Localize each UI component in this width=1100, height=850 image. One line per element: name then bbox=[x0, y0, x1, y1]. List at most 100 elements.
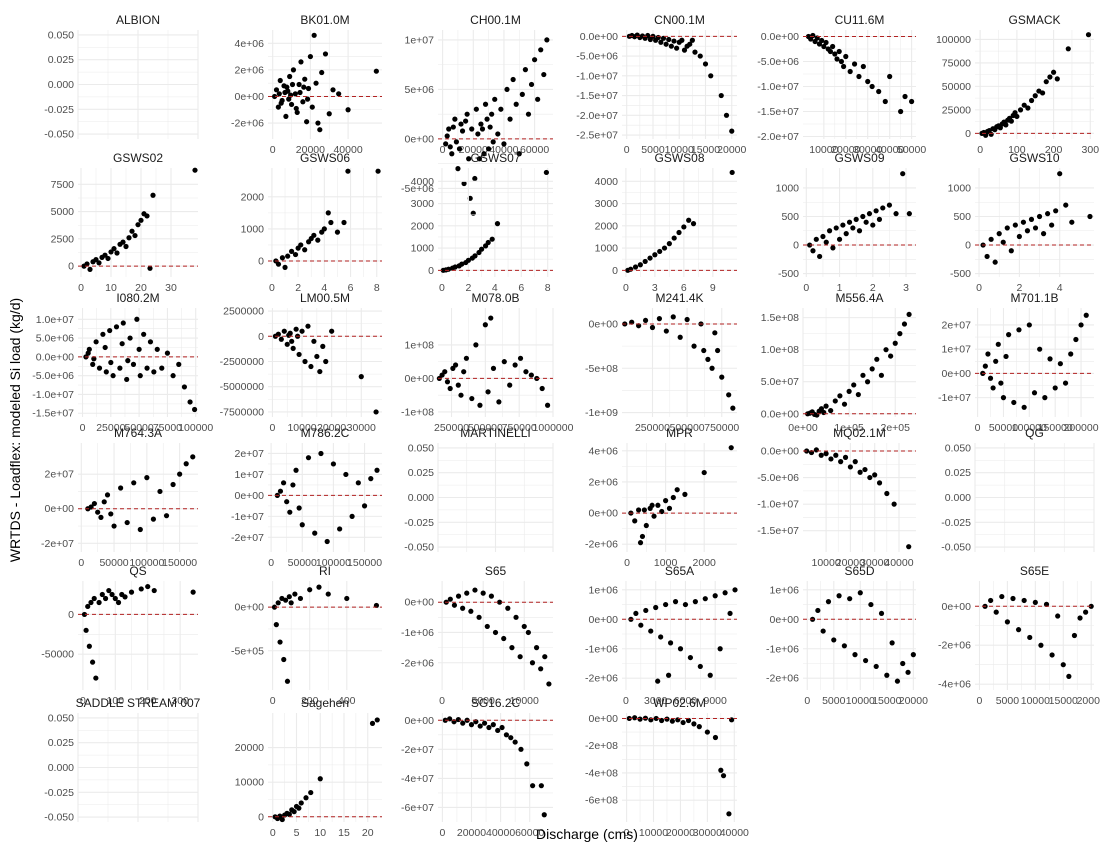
data-point bbox=[293, 326, 299, 332]
y-tick-label: 0 bbox=[258, 255, 264, 267]
data-point bbox=[831, 637, 837, 643]
y-tick-label: 0.0e+00 bbox=[36, 351, 74, 363]
y-tick-label: 500 bbox=[953, 211, 971, 223]
data-point bbox=[315, 120, 321, 126]
panel-gsws07: GSWS07 4000 3000 2000 1000 00 2 4 6 8 bbox=[411, 151, 553, 294]
data-point bbox=[869, 366, 875, 372]
data-point bbox=[117, 365, 123, 371]
y-tick-label: 0.0e+00 bbox=[761, 408, 799, 420]
panel-albion: ALBION 0.050 0.025 0.000 -0.025 -0.050 bbox=[44, 13, 199, 141]
data-point bbox=[447, 144, 453, 150]
data-point bbox=[324, 538, 330, 545]
data-point bbox=[905, 669, 911, 675]
data-point bbox=[1083, 312, 1089, 318]
x-tick-label: 0 bbox=[624, 827, 630, 839]
data-point bbox=[505, 605, 511, 611]
data-point bbox=[817, 253, 823, 260]
x-tick-label: 0 bbox=[270, 827, 276, 839]
data-point bbox=[888, 353, 894, 359]
data-point bbox=[811, 411, 818, 418]
data-point bbox=[533, 645, 540, 651]
data-point bbox=[642, 317, 649, 324]
data-point bbox=[287, 509, 293, 515]
y-tick-label: 4000 bbox=[411, 176, 435, 188]
y-tick-label: 0 bbox=[68, 261, 74, 273]
data-point bbox=[108, 359, 114, 366]
data-point bbox=[1078, 322, 1084, 328]
data-point bbox=[868, 601, 874, 608]
data-point bbox=[541, 71, 547, 78]
data-point bbox=[680, 719, 686, 726]
panel-s65: S65 0e+00 -1e+06 -2e+06 0 5000 10000 bbox=[401, 564, 553, 707]
data-point bbox=[192, 406, 198, 413]
panel-lm00-5m: LM00.5M 2500000 0 -2500000 -5000000 -7500000 0… bbox=[220, 291, 382, 434]
data-point bbox=[1011, 399, 1017, 406]
data-point bbox=[1054, 76, 1060, 82]
data-point bbox=[299, 328, 305, 334]
x-tick-label: 150000 bbox=[347, 557, 382, 569]
data-point bbox=[664, 716, 670, 722]
data-point bbox=[1069, 219, 1075, 225]
y-tick-label: 0.000 bbox=[48, 762, 74, 774]
data-point bbox=[628, 266, 634, 272]
data-point bbox=[144, 213, 150, 219]
panel-gsws10: GSWS10 1000 500 0 -500 0 2 4 bbox=[948, 151, 1094, 294]
data-point bbox=[463, 355, 470, 361]
data-point bbox=[813, 447, 819, 453]
data-point bbox=[988, 597, 994, 604]
data-point bbox=[286, 332, 292, 338]
data-point bbox=[279, 255, 286, 261]
data-point bbox=[85, 603, 91, 610]
data-point bbox=[701, 347, 707, 354]
data-point bbox=[684, 43, 690, 49]
x-tick-label: 10000 bbox=[809, 144, 838, 156]
data-point bbox=[535, 96, 541, 102]
data-point bbox=[482, 101, 489, 107]
data-point bbox=[119, 341, 125, 347]
data-point bbox=[643, 522, 649, 529]
data-point bbox=[465, 257, 472, 263]
x-tick-label: 0 bbox=[269, 282, 275, 294]
y-tick-label: 0 bbox=[258, 331, 264, 343]
x-tick-label: 6000 bbox=[674, 695, 698, 707]
data-point bbox=[278, 100, 284, 106]
data-point bbox=[862, 466, 868, 473]
x-tick-label: 0 bbox=[80, 422, 86, 434]
data-point bbox=[857, 469, 863, 475]
data-point bbox=[130, 361, 137, 367]
y-tick-label: -5.0e+06 bbox=[576, 51, 618, 63]
data-point bbox=[1055, 613, 1061, 619]
x-tick-label: 50000 bbox=[125, 422, 154, 434]
data-point bbox=[144, 475, 150, 481]
y-tick-label: 20000 bbox=[235, 742, 264, 754]
data-point bbox=[541, 812, 547, 818]
data-point bbox=[832, 51, 838, 57]
data-point bbox=[102, 595, 109, 602]
data-point bbox=[519, 91, 525, 97]
panel-m701-1b: M701.1B 2e+07 1e+07 0e+00 -1e+07 0 50000100000… bbox=[938, 291, 1099, 434]
panel-gsmack: GSMACK 100000 75000 50000 25000 00 100 200 300 bbox=[936, 13, 1099, 156]
data-point bbox=[1065, 46, 1071, 52]
data-point bbox=[136, 346, 142, 352]
data-point bbox=[518, 746, 524, 752]
data-point bbox=[494, 221, 501, 227]
panel-cu11-6m: CU11.6M 0.0e+00 -5.0e+06 -1.0e+07 -1.5e+07 -2… bbox=[757, 13, 926, 156]
x-tick-label: 20000 bbox=[459, 144, 488, 156]
y-tick-label: 0.025 bbox=[48, 54, 74, 66]
data-point bbox=[135, 222, 141, 228]
data-point bbox=[988, 236, 994, 242]
data-point bbox=[1015, 627, 1022, 633]
x-tick-label: 0 bbox=[440, 144, 446, 156]
x-tick-label: 0 bbox=[975, 422, 981, 434]
y-tick-label: 4000 bbox=[595, 176, 619, 188]
data-point bbox=[544, 402, 551, 408]
data-point bbox=[93, 675, 99, 681]
data-point bbox=[298, 800, 304, 806]
facet-panels: ALBION 0.050 0.025 0.000 -0.025 -0.050 BK01.0M… bbox=[32, 13, 1100, 839]
data-point bbox=[840, 63, 847, 70]
data-point bbox=[451, 602, 458, 608]
data-point bbox=[542, 654, 548, 660]
data-point bbox=[730, 405, 736, 411]
panel-title: S65D bbox=[844, 564, 874, 578]
data-point bbox=[653, 715, 659, 722]
